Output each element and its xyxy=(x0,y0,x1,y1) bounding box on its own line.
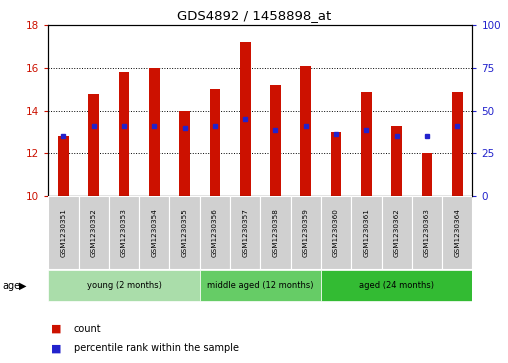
Text: GDS4892 / 1458898_at: GDS4892 / 1458898_at xyxy=(177,9,331,22)
Bar xyxy=(422,153,432,196)
Text: aged (24 months): aged (24 months) xyxy=(359,281,434,290)
Text: GSM1230357: GSM1230357 xyxy=(242,208,248,257)
Bar xyxy=(382,196,412,269)
Bar xyxy=(331,132,341,196)
Text: middle aged (12 months): middle aged (12 months) xyxy=(207,281,313,290)
Bar xyxy=(200,270,321,301)
Text: GSM1230352: GSM1230352 xyxy=(91,208,97,257)
Bar xyxy=(230,196,260,269)
Bar xyxy=(260,196,291,269)
Bar xyxy=(452,91,463,196)
Bar xyxy=(79,196,109,269)
Bar xyxy=(291,196,321,269)
Bar xyxy=(179,111,190,196)
Bar xyxy=(170,196,200,269)
Bar xyxy=(301,66,311,196)
Text: GSM1230358: GSM1230358 xyxy=(272,208,278,257)
Bar xyxy=(58,136,69,196)
Text: GSM1230356: GSM1230356 xyxy=(212,208,218,257)
Text: ■: ■ xyxy=(51,323,61,334)
Bar xyxy=(109,196,139,269)
Bar xyxy=(412,196,442,269)
Bar xyxy=(210,89,220,196)
Bar xyxy=(442,196,472,269)
Text: GSM1230351: GSM1230351 xyxy=(60,208,67,257)
Bar xyxy=(200,196,230,269)
Text: GSM1230354: GSM1230354 xyxy=(151,208,157,257)
Text: count: count xyxy=(74,323,101,334)
Bar xyxy=(88,94,99,196)
Text: GSM1230363: GSM1230363 xyxy=(424,208,430,257)
Bar xyxy=(240,42,250,196)
Text: percentile rank within the sample: percentile rank within the sample xyxy=(74,343,239,354)
Bar xyxy=(119,72,130,196)
Text: ▶: ▶ xyxy=(19,281,27,291)
Text: GSM1230355: GSM1230355 xyxy=(181,208,187,257)
Bar xyxy=(321,270,472,301)
Bar xyxy=(48,196,79,269)
Text: GSM1230362: GSM1230362 xyxy=(394,208,400,257)
Text: GSM1230364: GSM1230364 xyxy=(454,208,460,257)
Text: young (2 months): young (2 months) xyxy=(86,281,162,290)
Bar xyxy=(351,196,382,269)
Text: GSM1230353: GSM1230353 xyxy=(121,208,127,257)
Bar xyxy=(391,126,402,196)
Bar xyxy=(321,196,351,269)
Text: GSM1230359: GSM1230359 xyxy=(303,208,309,257)
Text: age: age xyxy=(3,281,21,291)
Text: ■: ■ xyxy=(51,343,61,354)
Bar xyxy=(270,85,281,196)
Text: GSM1230361: GSM1230361 xyxy=(363,208,369,257)
Bar xyxy=(361,91,372,196)
Bar xyxy=(139,196,170,269)
Bar xyxy=(48,270,200,301)
Bar xyxy=(149,68,160,196)
Text: GSM1230360: GSM1230360 xyxy=(333,208,339,257)
